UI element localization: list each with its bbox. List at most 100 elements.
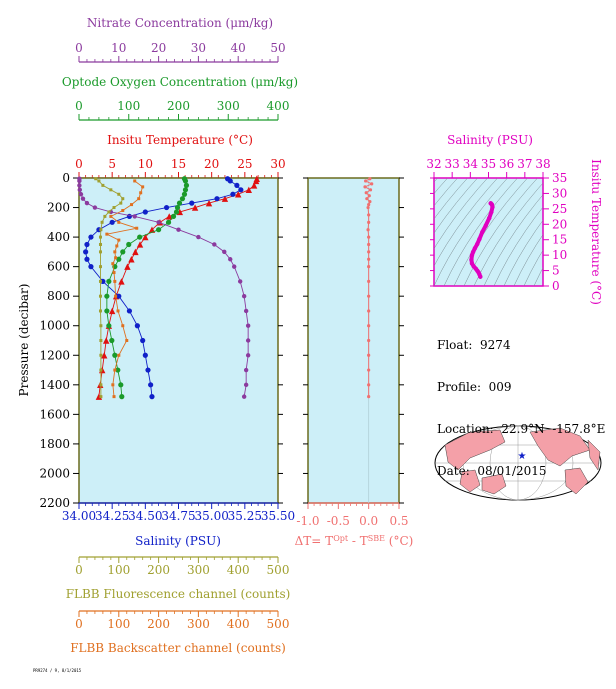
ts-density-contour bbox=[434, 178, 458, 207]
pressure-axis: 0 200 400 600 800 1000 1200 1400 1600 1800 2000 220… bbox=[39, 171, 283, 510]
fluorescence-point bbox=[99, 228, 103, 232]
temperature-axis-tick-label: 30 bbox=[270, 157, 285, 171]
fluorescence-point bbox=[103, 214, 107, 218]
ts-y-tick-label: 15 bbox=[552, 233, 567, 247]
salinity-point bbox=[149, 394, 155, 400]
salinity-point bbox=[163, 204, 170, 211]
float-location-star: ★ bbox=[518, 451, 527, 462]
salinity-point bbox=[214, 196, 220, 202]
temperature-point bbox=[205, 199, 213, 207]
backscatter-point bbox=[115, 244, 119, 248]
pressure-tick-label: 800 bbox=[47, 289, 70, 303]
oxygen-point bbox=[104, 293, 110, 299]
backscatter-axis-tick-label: 0 bbox=[75, 617, 83, 631]
pressure-tick-label: 600 bbox=[47, 260, 70, 274]
nitrate-point bbox=[222, 249, 227, 255]
temperature-point bbox=[118, 278, 125, 285]
delta-point bbox=[366, 228, 370, 232]
pressure-tick-label: 1200 bbox=[39, 348, 70, 362]
backscatter-axis: 0 100 200 300 400 500 bbox=[75, 610, 289, 631]
salinity-point bbox=[227, 178, 233, 184]
salinity-point bbox=[134, 323, 140, 329]
fluorescence-point bbox=[117, 192, 121, 196]
nitrate-point bbox=[77, 187, 82, 193]
temperature-point bbox=[142, 233, 149, 241]
backscatter-point bbox=[130, 203, 134, 207]
ts-y-tick-label: 20 bbox=[552, 217, 567, 231]
delta-point bbox=[367, 324, 371, 328]
salinity-axis-tick-label: 34.75 bbox=[161, 509, 195, 523]
salinity-point bbox=[88, 234, 94, 240]
ts-point bbox=[488, 201, 493, 206]
backscatter-point bbox=[114, 294, 118, 298]
oxygen-point bbox=[112, 352, 118, 358]
delta-point bbox=[367, 338, 371, 343]
fluorescence-point bbox=[121, 197, 125, 201]
temperature-point bbox=[250, 182, 258, 189]
backscatter-point bbox=[133, 179, 137, 183]
oxygen-axis-tick-label: 0 bbox=[75, 99, 83, 113]
delta-point bbox=[368, 177, 372, 181]
delta-point bbox=[367, 220, 371, 224]
temperature-point bbox=[191, 204, 199, 211]
salinity-profile-line bbox=[85, 178, 242, 397]
nitrate-point bbox=[243, 308, 249, 314]
nitrate-point bbox=[80, 196, 86, 201]
map-land bbox=[444, 427, 601, 495]
ts-y-tick-label: 5 bbox=[552, 264, 560, 278]
fluorescence-axis-tick-label: 500 bbox=[267, 563, 290, 577]
backscatter-point bbox=[117, 220, 121, 224]
fluorescence-point bbox=[101, 183, 105, 187]
fluorescence-point bbox=[99, 353, 103, 357]
backscatter-point bbox=[111, 262, 115, 266]
delta-point bbox=[367, 250, 371, 254]
temperature-axis-label: Insitu Temperature (°C) bbox=[107, 133, 253, 147]
temperature-point bbox=[102, 337, 110, 344]
backscatter-point bbox=[117, 238, 121, 242]
backscatter-point bbox=[112, 271, 116, 275]
ts-density-contour bbox=[523, 249, 543, 286]
oxygen-axis-tick-label: 400 bbox=[267, 99, 290, 113]
nitrate-axis-label: Nitrate Concentration (μm/kg) bbox=[87, 16, 273, 30]
temperature-axis: 0 5 10 15 20 25 30 bbox=[75, 157, 286, 179]
ts-point bbox=[469, 261, 475, 266]
backscatter-point bbox=[137, 197, 141, 201]
backscatter-point bbox=[105, 232, 109, 236]
temperature-axis-tick-label: 10 bbox=[138, 157, 153, 171]
backscatter-axis-tick-label: 300 bbox=[187, 617, 210, 631]
location: Location: 22.9°N -157.8°E bbox=[437, 422, 606, 436]
backscatter-point bbox=[113, 279, 117, 283]
nitrate-point bbox=[241, 293, 247, 299]
temperature-profile-line bbox=[98, 178, 258, 397]
main-series bbox=[77, 175, 260, 400]
ts-salinity-label: Salinity (PSU) bbox=[447, 133, 533, 147]
pressure-tick-label: 200 bbox=[47, 201, 70, 215]
backscatter-axis-tick-label: 200 bbox=[147, 617, 170, 631]
salinity-point bbox=[148, 382, 154, 388]
salinity-point bbox=[83, 249, 89, 255]
oxygen-point bbox=[174, 204, 181, 211]
ts-x-tick-label: 33 bbox=[445, 157, 460, 171]
nitrate-point bbox=[245, 338, 251, 343]
nitrate-point bbox=[156, 220, 161, 225]
oxygen-point bbox=[119, 394, 125, 400]
ts-plot-background bbox=[433, 177, 544, 287]
delta-point bbox=[367, 294, 371, 298]
salinity-axis-tick-label: 34.25 bbox=[95, 509, 129, 523]
nitrate-point bbox=[77, 178, 82, 184]
delta-tick-label: -1.0 bbox=[296, 514, 319, 528]
delta-axis-label: ΔT= TOpt - TSBE (°C) bbox=[295, 534, 414, 549]
backscatter-point bbox=[114, 256, 118, 260]
nitrate-axis-tick-label: 40 bbox=[231, 41, 246, 55]
backscatter-point bbox=[117, 353, 121, 357]
salinity-point bbox=[142, 352, 148, 358]
oxygen-point bbox=[179, 196, 186, 202]
oxygen-point bbox=[170, 213, 177, 220]
ts-density-contour bbox=[453, 178, 528, 286]
backscatter-point bbox=[109, 214, 113, 218]
salinity-point bbox=[109, 219, 115, 225]
delta-point bbox=[363, 185, 367, 189]
nitrate-point bbox=[132, 214, 137, 219]
delta-point bbox=[367, 257, 371, 261]
salinity-axis-tick-label: 35.00 bbox=[194, 509, 228, 523]
